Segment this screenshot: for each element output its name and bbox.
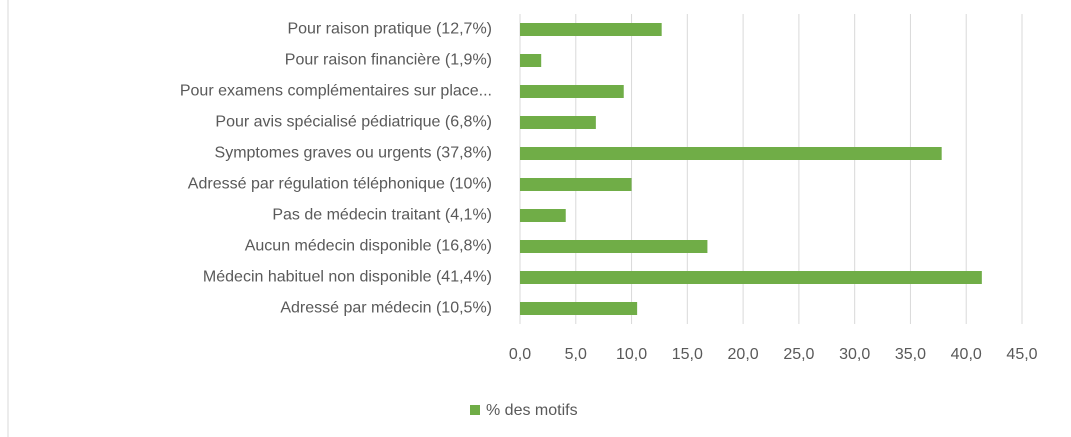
x-tick-label: 25,0 [783,346,814,363]
x-tick-label: 40,0 [951,346,982,363]
x-tick-label: 20,0 [728,346,759,363]
bar [520,23,662,36]
bar [520,240,708,253]
y-tick-label: Adressé par régulation téléphonique (10%… [188,176,492,193]
y-tick-label: Pour avis spécialisé pédiatrique (6,8%) [215,114,492,131]
legend-swatch [470,405,480,415]
bar [520,116,596,129]
y-tick-label: Pour raison financière (1,9%) [285,52,492,69]
x-tick-label: 35,0 [895,346,926,363]
bar [520,302,638,315]
x-tick-label: 0,0 [509,346,531,363]
bar [520,85,624,98]
legend-label: % des motifs [486,402,578,419]
x-tick-label: 15,0 [672,346,703,363]
bar [520,178,632,191]
y-tick-label: Adressé par médecin (10,5%) [280,300,492,317]
bar [520,54,542,67]
y-tick-label: Aucun médecin disponible (16,8%) [245,238,492,255]
y-tick-label: Pas de médecin traitant (4,1%) [272,207,492,224]
bar [520,147,942,160]
x-tick-label: 5,0 [565,346,587,363]
x-tick-label: 30,0 [839,346,870,363]
y-tick-label: Médecin habituel non disponible (41,4%) [203,269,492,286]
x-tick-label: 10,0 [616,346,647,363]
x-tick-label: 45,0 [1006,346,1037,363]
y-tick-label: Symptomes graves ou urgents (37,8%) [215,145,492,162]
bar [520,209,566,222]
bar [520,271,982,284]
y-tick-label: Pour examens complémentaires sur place..… [180,83,492,100]
y-tick-label: Pour raison pratique (12,7%) [287,21,492,38]
